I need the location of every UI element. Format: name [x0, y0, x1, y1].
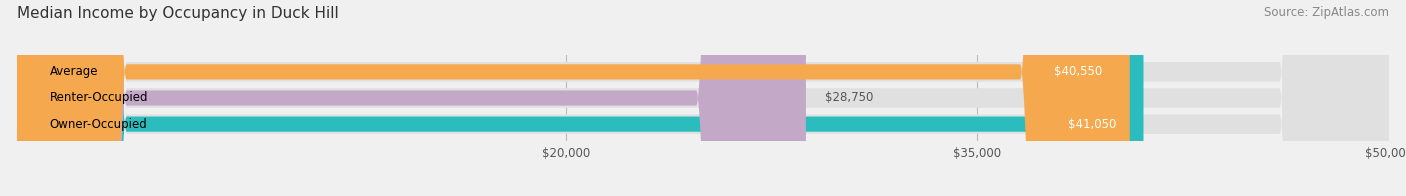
- FancyBboxPatch shape: [17, 0, 1389, 196]
- FancyBboxPatch shape: [17, 0, 1389, 196]
- FancyBboxPatch shape: [17, 0, 806, 196]
- Text: $41,050: $41,050: [1067, 118, 1116, 131]
- Text: Median Income by Occupancy in Duck Hill: Median Income by Occupancy in Duck Hill: [17, 6, 339, 21]
- FancyBboxPatch shape: [17, 0, 1143, 196]
- Text: Source: ZipAtlas.com: Source: ZipAtlas.com: [1264, 6, 1389, 19]
- FancyBboxPatch shape: [17, 0, 1389, 196]
- Text: Average: Average: [49, 65, 98, 78]
- Text: $40,550: $40,550: [1054, 65, 1102, 78]
- Text: Owner-Occupied: Owner-Occupied: [49, 118, 148, 131]
- Text: $28,750: $28,750: [825, 92, 873, 104]
- FancyBboxPatch shape: [17, 0, 1130, 196]
- Text: Renter-Occupied: Renter-Occupied: [49, 92, 148, 104]
